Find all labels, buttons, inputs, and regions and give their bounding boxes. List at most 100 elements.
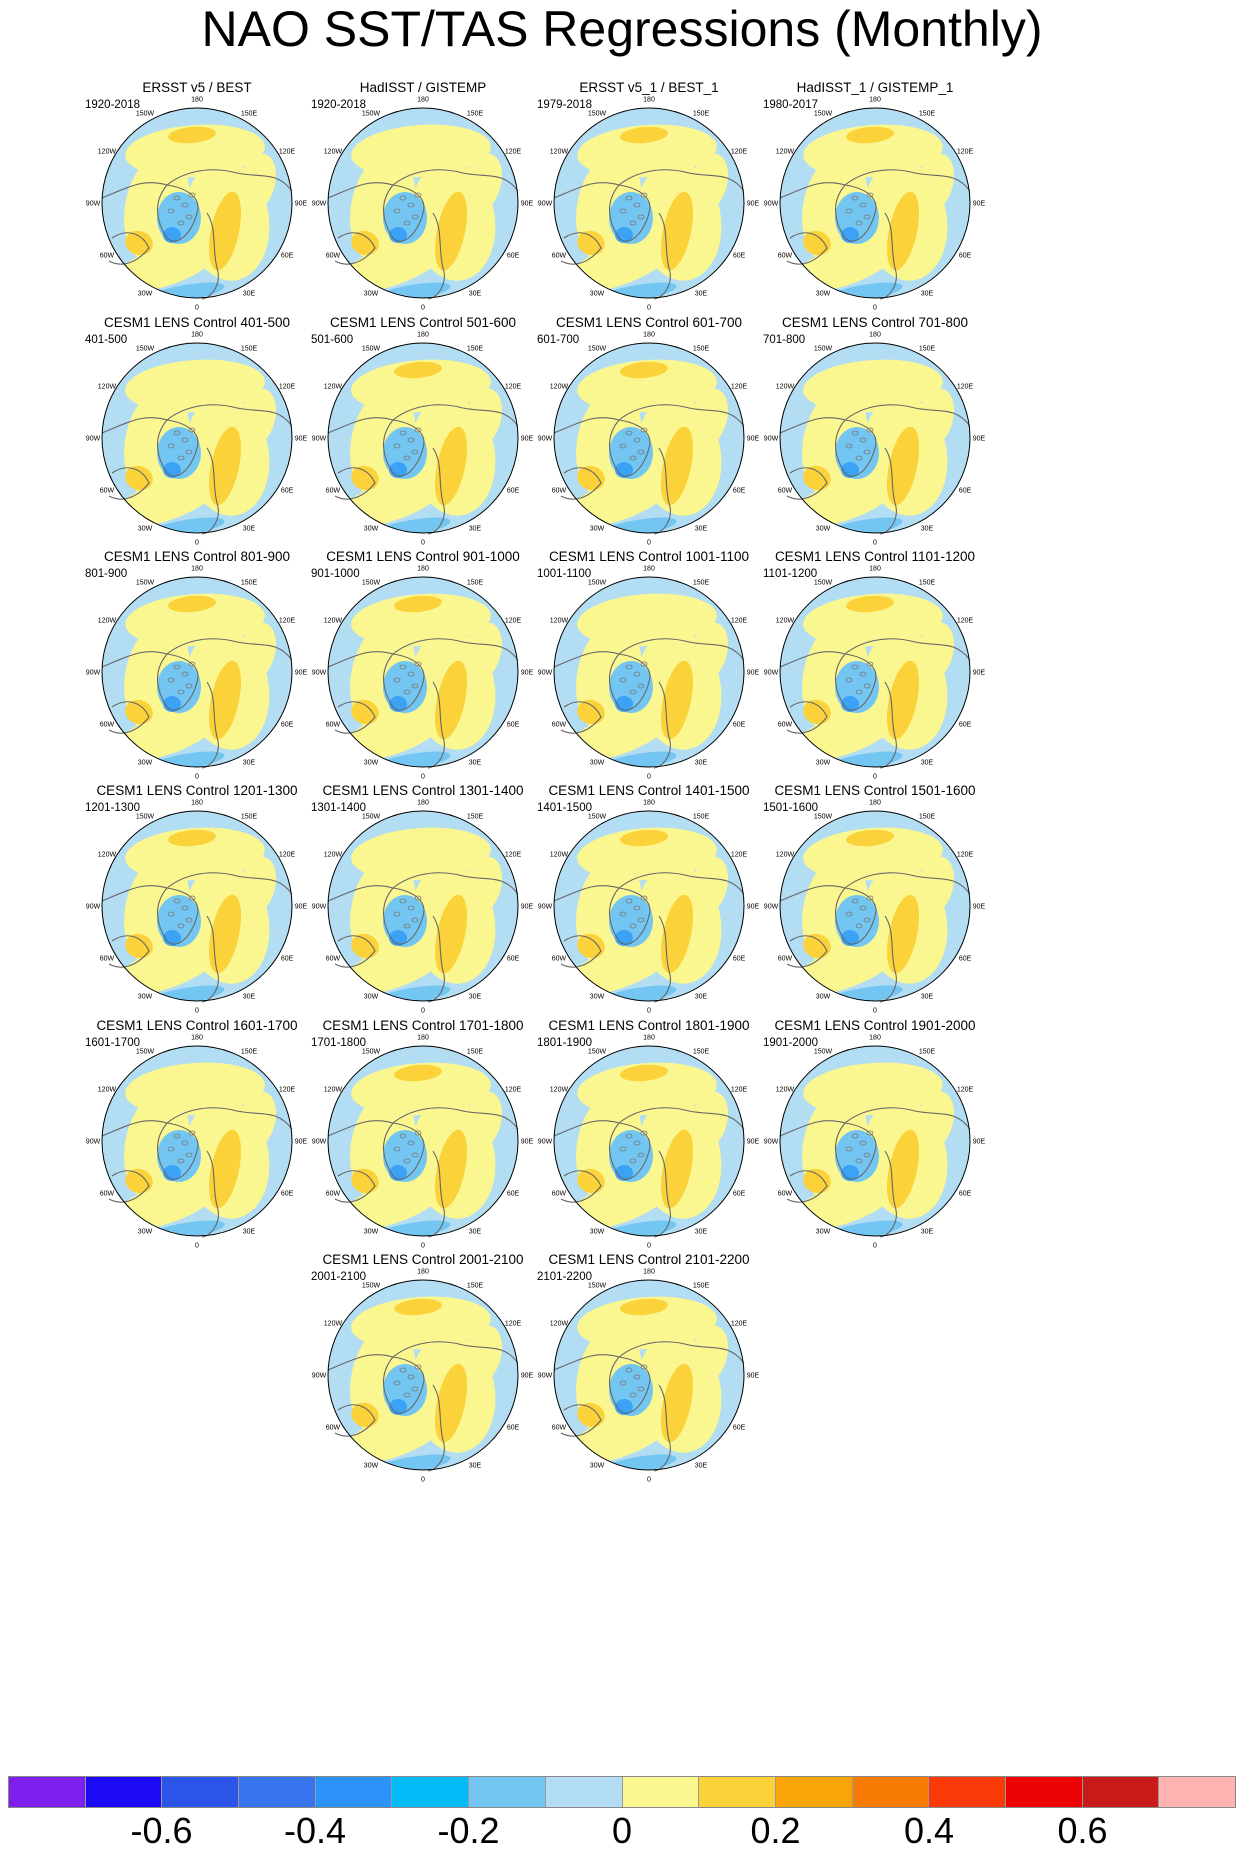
longitude-label: 180: [191, 1035, 203, 1042]
longitude-label: 30E: [921, 760, 934, 767]
colorbar: [8, 1776, 1236, 1808]
longitude-label: 0: [647, 774, 651, 781]
map-panel: CESM1 LENS Control 501-600 180 150E 120E 90E…: [308, 315, 538, 580]
longitude-label: 150W: [588, 579, 607, 586]
longitude-label: 120W: [550, 1087, 569, 1094]
longitude-label: 30E: [469, 760, 482, 767]
panel-title: ERSST v5 / BEST: [142, 80, 252, 95]
colorbar-swatch: [1082, 1777, 1160, 1807]
longitude-label: 0: [647, 305, 651, 312]
colorbar-swatch: [469, 1777, 546, 1807]
longitude-label: 0: [873, 540, 877, 547]
longitude-label: 0: [647, 540, 651, 547]
longitude-label: 0: [195, 774, 199, 781]
longitude-label: 30E: [695, 1229, 708, 1236]
polar-map: 180 150E 120E 90E 60E 30E 0 30W 60W 90W 120W 150W: [312, 97, 534, 312]
longitude-label: 60W: [552, 253, 567, 260]
panel-title: HadISST / GISTEMP: [359, 80, 487, 95]
longitude-label: 180: [191, 800, 203, 807]
panel-years: 1920-2018: [311, 99, 366, 111]
panel-title: CESM1 LENS Control 901-1000: [326, 549, 520, 564]
panel-title: CESM1 LENS Control 1401-1500: [548, 783, 750, 798]
panel-years: 1901-2000: [763, 1037, 818, 1049]
colorbar-swatch: [852, 1777, 930, 1807]
longitude-label: 0: [873, 1243, 877, 1250]
longitude-label: 150W: [588, 110, 607, 117]
colorbar-swatch: [162, 1777, 240, 1807]
longitude-label: 90E: [295, 436, 308, 443]
longitude-label: 60W: [552, 1191, 567, 1198]
longitude-label: 60E: [507, 956, 520, 963]
panel-years: 1601-1700: [85, 1037, 140, 1049]
panel-title: CESM1 LENS Control 1101-1200: [774, 549, 976, 564]
map-panel: ERSST v5_1 / BEST_1 180 150E 120E 90E 60E 30E 0…: [534, 80, 764, 345]
longitude-label: 90W: [86, 904, 101, 911]
longitude-label: 0: [195, 1008, 199, 1015]
longitude-label: 150W: [588, 1282, 607, 1289]
longitude-label: 120W: [776, 852, 795, 859]
map-panel: CESM1 LENS Control 901-1000 180 150E 120E 90…: [308, 549, 538, 814]
longitude-label: 60W: [100, 722, 115, 729]
longitude-label: 150W: [136, 345, 155, 352]
longitude-label: 150W: [362, 1048, 381, 1055]
panel-years: 1201-1300: [85, 802, 140, 814]
longitude-label: 90E: [521, 436, 534, 443]
longitude-label: 60E: [281, 488, 294, 495]
colorbar-tick-label: 0.4: [903, 1810, 955, 1851]
longitude-label: 90E: [521, 904, 534, 911]
longitude-label: 90W: [312, 436, 327, 443]
map-panel: CESM1 LENS Control 401-500 180 150E 120E 90E…: [82, 315, 312, 580]
longitude-label: 90E: [747, 1139, 760, 1146]
longitude-label: 90W: [764, 904, 779, 911]
map-panel: CESM1 LENS Control 1501-1600 180 150E 120E 9…: [760, 783, 990, 1048]
longitude-label: 180: [417, 332, 429, 339]
map-panel: CESM1 LENS Control 801-900 180 150E 120E 90E…: [82, 549, 312, 814]
panel-years: 1979-2018: [537, 99, 592, 111]
longitude-label: 0: [873, 1008, 877, 1015]
map-panel: ERSST v5 / BEST 180 150E 120E 90E 60E 30E 0 30W 6…: [82, 80, 312, 345]
longitude-label: 30W: [364, 1229, 379, 1236]
longitude-label: 120E: [279, 1087, 296, 1094]
longitude-label: 60E: [733, 488, 746, 495]
longitude-label: 150E: [241, 110, 258, 117]
longitude-label: 150W: [588, 813, 607, 820]
longitude-label: 90W: [764, 201, 779, 208]
longitude-label: 0: [195, 1243, 199, 1250]
longitude-label: 120E: [505, 384, 522, 391]
map-panel: CESM1 LENS Control 601-700 180 150E 120E 90E…: [534, 315, 764, 580]
colorbar-swatch: [545, 1777, 623, 1807]
longitude-label: 90W: [312, 904, 327, 911]
longitude-label: 60W: [326, 253, 341, 260]
colorbar-swatch: [392, 1777, 470, 1807]
longitude-label: 180: [643, 97, 655, 104]
longitude-label: 90E: [295, 201, 308, 208]
panel-title: CESM1 LENS Control 1601-1700: [96, 1018, 298, 1033]
longitude-label: 30E: [695, 526, 708, 533]
longitude-label: 60E: [507, 488, 520, 495]
longitude-label: 30W: [816, 994, 831, 1001]
longitude-label: 90E: [747, 1373, 760, 1380]
longitude-label: 120W: [98, 1087, 117, 1094]
longitude-label: 0: [873, 305, 877, 312]
panel-title: HadISST_1 / GISTEMP_1: [796, 80, 954, 95]
longitude-label: 60W: [100, 488, 115, 495]
longitude-label: 60E: [507, 1191, 520, 1198]
longitude-label: 60E: [507, 1425, 520, 1432]
panel-years: 2001-2100: [311, 1271, 366, 1283]
longitude-label: 60W: [100, 956, 115, 963]
longitude-label: 90E: [295, 904, 308, 911]
longitude-label: 30W: [138, 994, 153, 1001]
longitude-label: 60E: [733, 1425, 746, 1432]
longitude-label: 90W: [86, 436, 101, 443]
longitude-label: 180: [417, 1269, 429, 1276]
longitude-label: 60W: [100, 253, 115, 260]
longitude-label: 150E: [919, 1048, 936, 1055]
longitude-label: 30W: [364, 994, 379, 1001]
longitude-label: 60E: [959, 956, 972, 963]
longitude-label: 120W: [776, 1087, 795, 1094]
polar-map: 180 150E 120E 90E 60E 30E 0 30W 60W 90W 120W 150W: [86, 566, 308, 781]
colorbar-swatch: [315, 1777, 393, 1807]
longitude-label: 150W: [362, 110, 381, 117]
longitude-label: 0: [421, 305, 425, 312]
panel-years: 901-1000: [311, 568, 360, 580]
